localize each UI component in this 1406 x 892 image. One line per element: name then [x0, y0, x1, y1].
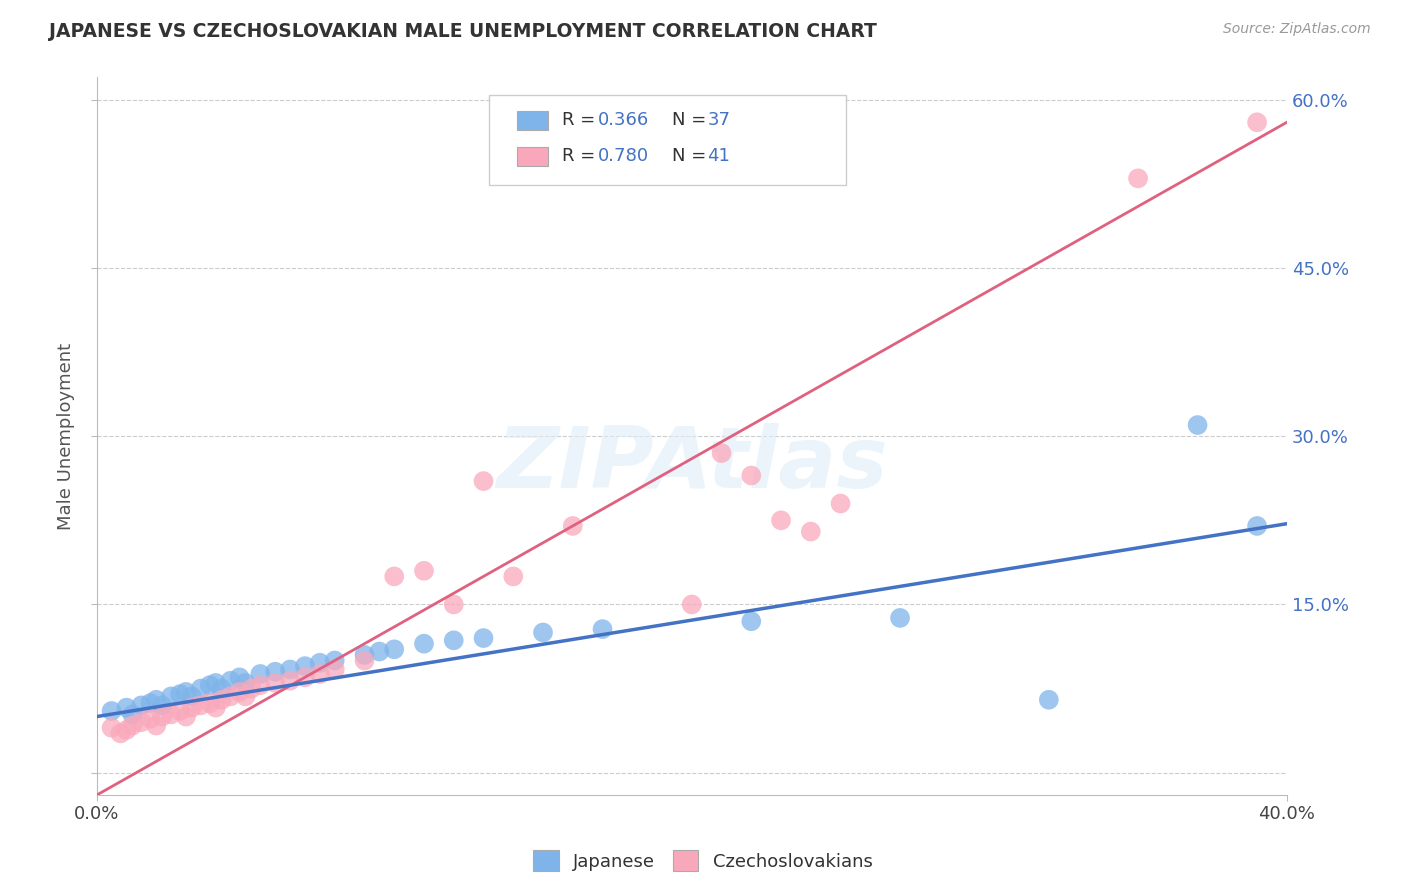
Text: Source: ZipAtlas.com: Source: ZipAtlas.com [1223, 22, 1371, 37]
Point [110, 726, 132, 740]
Point [150, 698, 173, 713]
Point [1187, 418, 1209, 433]
Point [382, 642, 405, 657]
FancyBboxPatch shape [517, 112, 548, 130]
Point [740, 468, 762, 483]
Point [264, 676, 287, 690]
Point [169, 687, 191, 701]
Point [1246, 115, 1268, 129]
Point [235, 690, 257, 704]
Point [139, 696, 162, 710]
Point [240, 681, 263, 696]
Point [382, 569, 405, 583]
Point [264, 665, 287, 679]
Text: 41: 41 [707, 147, 730, 165]
Point [145, 692, 167, 706]
Point [121, 707, 143, 722]
Point [889, 611, 911, 625]
Point [190, 698, 212, 713]
Legend: Japanese, Czechoslovakians: Japanese, Czechoslovakians [526, 843, 880, 879]
Point [145, 718, 167, 732]
Point [131, 698, 153, 713]
Point [198, 696, 221, 710]
Point [472, 474, 495, 488]
Point [198, 678, 221, 692]
Point [502, 569, 524, 583]
Point [211, 692, 233, 706]
Point [472, 631, 495, 645]
Point [308, 667, 330, 681]
Point [121, 718, 143, 732]
Point [681, 598, 703, 612]
Point [368, 644, 391, 658]
Point [443, 633, 465, 648]
Text: 0.366: 0.366 [598, 112, 650, 129]
Point [413, 637, 436, 651]
Point [800, 524, 823, 539]
Text: R =: R = [562, 112, 600, 129]
Point [235, 676, 257, 690]
Text: N =: N = [672, 147, 711, 165]
Point [592, 622, 614, 636]
Point [115, 700, 138, 714]
Point [1126, 171, 1149, 186]
Point [169, 704, 191, 718]
Point [531, 625, 554, 640]
Point [830, 496, 852, 510]
Text: R =: R = [562, 147, 600, 165]
Point [150, 709, 173, 723]
Point [219, 690, 242, 704]
Point [1246, 519, 1268, 533]
Point [174, 685, 197, 699]
Point [308, 656, 330, 670]
Point [115, 723, 138, 737]
Point [219, 673, 242, 688]
Point [204, 676, 226, 690]
Text: 37: 37 [707, 112, 730, 129]
Point [413, 564, 436, 578]
Point [139, 712, 162, 726]
Point [228, 670, 250, 684]
Point [100, 721, 122, 735]
Point [160, 707, 183, 722]
Point [323, 663, 346, 677]
Point [1038, 692, 1060, 706]
Point [160, 690, 183, 704]
Text: N =: N = [672, 112, 711, 129]
Point [228, 685, 250, 699]
Point [174, 709, 197, 723]
Point [294, 670, 316, 684]
FancyBboxPatch shape [517, 147, 548, 166]
Point [180, 700, 202, 714]
Point [180, 690, 202, 704]
Text: 0.780: 0.780 [598, 147, 650, 165]
Point [353, 653, 375, 667]
Point [561, 519, 583, 533]
Point [769, 513, 792, 527]
Point [211, 681, 233, 696]
Point [710, 446, 733, 460]
Text: ZIPAtlas: ZIPAtlas [496, 424, 887, 507]
Text: JAPANESE VS CZECHOSLOVAKIAN MALE UNEMPLOYMENT CORRELATION CHART: JAPANESE VS CZECHOSLOVAKIAN MALE UNEMPLO… [49, 22, 877, 41]
Point [323, 653, 346, 667]
Y-axis label: Male Unemployment: Male Unemployment [58, 343, 75, 530]
Point [249, 667, 271, 681]
Point [294, 659, 316, 673]
Point [249, 678, 271, 692]
Point [740, 614, 762, 628]
Point [443, 598, 465, 612]
Point [353, 648, 375, 662]
Point [278, 663, 301, 677]
Point [190, 681, 212, 696]
Point [100, 704, 122, 718]
Point [131, 715, 153, 730]
Point [204, 700, 226, 714]
FancyBboxPatch shape [489, 95, 846, 185]
Point [278, 673, 301, 688]
